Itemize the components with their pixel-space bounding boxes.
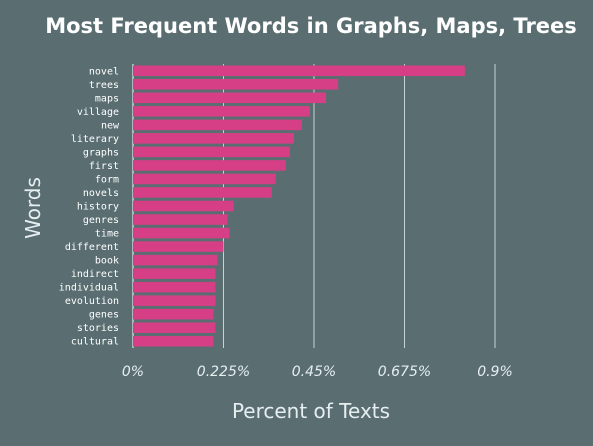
category-label: genes — [89, 310, 119, 321]
bar-first — [133, 160, 286, 171]
category-label: indirect — [71, 269, 119, 280]
category-label: form — [95, 174, 119, 185]
chart-title: Most Frequent Words in Graphs, Maps, Tre… — [45, 14, 577, 38]
bar-indirect — [133, 268, 216, 279]
category-label: first — [89, 161, 119, 172]
category-label: time — [95, 229, 119, 240]
category-label: novel — [89, 66, 119, 77]
category-label: evolution — [65, 296, 119, 307]
bar-individual — [133, 281, 216, 293]
bar-genes — [133, 308, 214, 320]
category-label: village — [77, 107, 119, 118]
bar-genres — [133, 214, 228, 225]
category-label: book — [95, 256, 119, 267]
category-label: graphs — [83, 147, 119, 158]
x-tick-label: 0% — [122, 364, 144, 380]
category-label: individual — [59, 283, 119, 294]
bar-village — [133, 106, 310, 117]
x-tick-labels: 0% 0.225% 0.45% 0.675% 0.9% — [122, 364, 513, 380]
bar-time — [133, 227, 230, 239]
bar-literary — [133, 133, 294, 144]
bar-graphs — [133, 146, 290, 158]
category-label: genres — [83, 215, 119, 226]
bar-form — [133, 173, 276, 185]
bar-cultural — [133, 335, 214, 347]
bar-different — [133, 241, 224, 252]
bar-trees — [133, 79, 339, 90]
category-label: history — [77, 202, 119, 213]
bar-novel — [133, 65, 465, 77]
bars — [133, 65, 465, 347]
category-label: novels — [83, 188, 119, 199]
x-tick-label: 0.45% — [292, 364, 336, 380]
x-tick-label: 0.9% — [477, 364, 513, 380]
category-label: stories — [77, 323, 119, 334]
category-label: cultural — [71, 337, 119, 348]
bar-novels — [133, 187, 272, 198]
bar-history — [133, 200, 234, 212]
bar-new — [133, 119, 302, 131]
bar-book — [133, 254, 218, 266]
category-label: trees — [89, 80, 119, 91]
bar-stories — [133, 322, 216, 333]
x-axis-label: Percent of Texts — [232, 399, 390, 423]
category-label: maps — [95, 93, 119, 104]
x-tick-label: 0.225% — [197, 364, 250, 380]
category-label: new — [101, 120, 120, 131]
bar-maps — [133, 92, 327, 104]
x-tick-label: 0.675% — [378, 364, 431, 380]
y-axis-label: Words — [21, 177, 45, 239]
category-labels: novel trees maps village new literary graphs fi… — [59, 66, 120, 347]
category-label: literary — [71, 134, 119, 145]
bar-evolution — [133, 295, 216, 306]
category-label: different — [65, 242, 119, 253]
